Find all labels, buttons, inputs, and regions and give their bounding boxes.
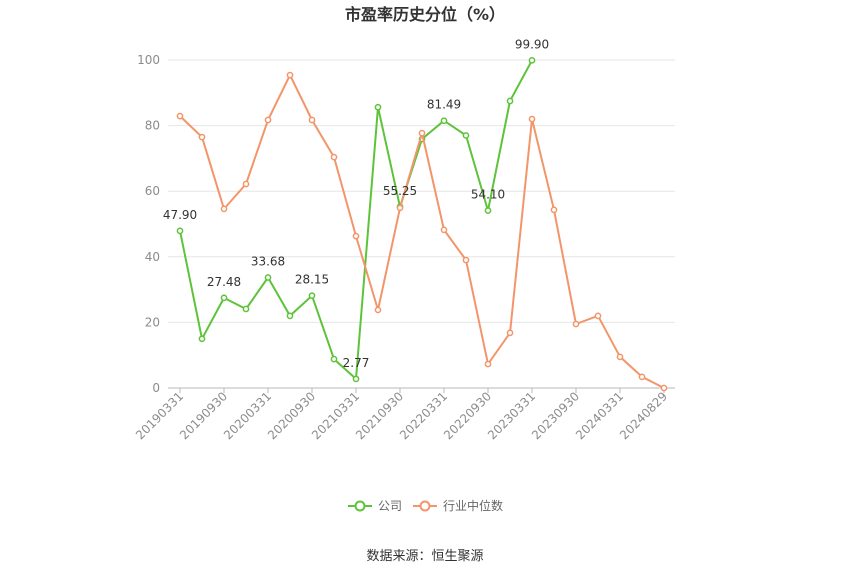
- data-label: 54.10: [471, 188, 505, 202]
- company-point[interactable]: [198, 335, 206, 343]
- industry-median-point[interactable]: [638, 373, 646, 381]
- industry-median-point[interactable]: [506, 329, 514, 337]
- data-label: 27.48: [207, 275, 241, 289]
- legend-industry-median-circle-icon: [419, 500, 431, 512]
- company-point[interactable]: [528, 56, 536, 64]
- industry-median-point[interactable]: [550, 206, 558, 214]
- data-label: 55.25: [383, 184, 417, 198]
- industry-median-point[interactable]: [220, 205, 228, 213]
- y-tick-label: 80: [145, 119, 160, 133]
- y-tick-label: 100: [137, 53, 160, 67]
- industry-median-point[interactable]: [396, 204, 404, 212]
- company-point[interactable]: [374, 103, 382, 111]
- company-point[interactable]: [506, 97, 514, 105]
- industry-median-point[interactable]: [264, 116, 272, 124]
- industry-median-point[interactable]: [418, 129, 426, 137]
- company-point[interactable]: [484, 207, 492, 214]
- industry-median-line: [179, 74, 665, 389]
- legend: 公司 行业中位数: [348, 498, 503, 513]
- data-label-layer: 47.90 27.48 33.68 28.15 2.77 55.25 81.49 54.10 9…: [163, 37, 549, 370]
- industry-median-point[interactable]: [176, 112, 184, 120]
- company-point[interactable]: [308, 292, 316, 300]
- data-label: 28.15: [295, 273, 329, 287]
- series-layer: [176, 56, 668, 392]
- legend-industry-median-label: 行业中位数: [443, 498, 503, 513]
- legend-item-industry-median[interactable]: 行业中位数: [413, 498, 503, 513]
- data-label: 47.90: [163, 208, 197, 222]
- chart-title: 市盈率历史分位（%）: [345, 5, 505, 24]
- data-label: 2.77: [343, 356, 370, 370]
- industry-median-point[interactable]: [528, 115, 536, 123]
- y-tick-label: 0: [152, 381, 160, 395]
- company-point[interactable]: [462, 132, 470, 139]
- company-point[interactable]: [176, 227, 184, 235]
- data-source-note: 数据来源：恒生聚源: [366, 549, 483, 564]
- industry-median-point[interactable]: [352, 232, 360, 240]
- grid-layer: [168, 59, 675, 323]
- axis-layer: 0204060801002019033120190930202003312020…: [133, 53, 675, 442]
- x-tick-label: 20240829: [617, 389, 670, 442]
- industry-median-point[interactable]: [374, 306, 382, 314]
- industry-median-point[interactable]: [440, 226, 448, 234]
- company-point[interactable]: [264, 274, 272, 281]
- data-label: 81.49: [427, 98, 461, 112]
- industry-median-point[interactable]: [462, 256, 470, 264]
- y-tick-label: 20: [145, 315, 160, 329]
- industry-median-point[interactable]: [616, 353, 624, 361]
- company-point[interactable]: [220, 294, 228, 302]
- company-point[interactable]: [330, 355, 338, 363]
- legend-item-company[interactable]: 公司: [348, 499, 402, 513]
- y-tick-label: 60: [145, 184, 160, 198]
- industry-median-point[interactable]: [660, 384, 668, 392]
- industry-median-point[interactable]: [330, 153, 338, 161]
- legend-company-circle-icon: [354, 500, 366, 512]
- industry-median-point[interactable]: [594, 312, 602, 320]
- industry-median-point[interactable]: [484, 360, 492, 368]
- industry-median-point[interactable]: [286, 71, 294, 79]
- industry-median-point[interactable]: [242, 180, 250, 188]
- industry-median-series: [176, 71, 668, 392]
- company-point[interactable]: [286, 312, 294, 320]
- industry-median-point[interactable]: [308, 116, 316, 124]
- company-point[interactable]: [242, 305, 250, 313]
- company-line: [179, 59, 533, 380]
- legend-company-label: 公司: [378, 499, 402, 513]
- company-point[interactable]: [352, 375, 360, 383]
- data-label: 33.68: [251, 255, 285, 269]
- company-point[interactable]: [440, 117, 448, 125]
- data-label: 99.90: [515, 37, 549, 51]
- industry-median-point[interactable]: [198, 133, 206, 141]
- industry-median-point[interactable]: [572, 320, 580, 328]
- y-tick-label: 40: [145, 250, 160, 264]
